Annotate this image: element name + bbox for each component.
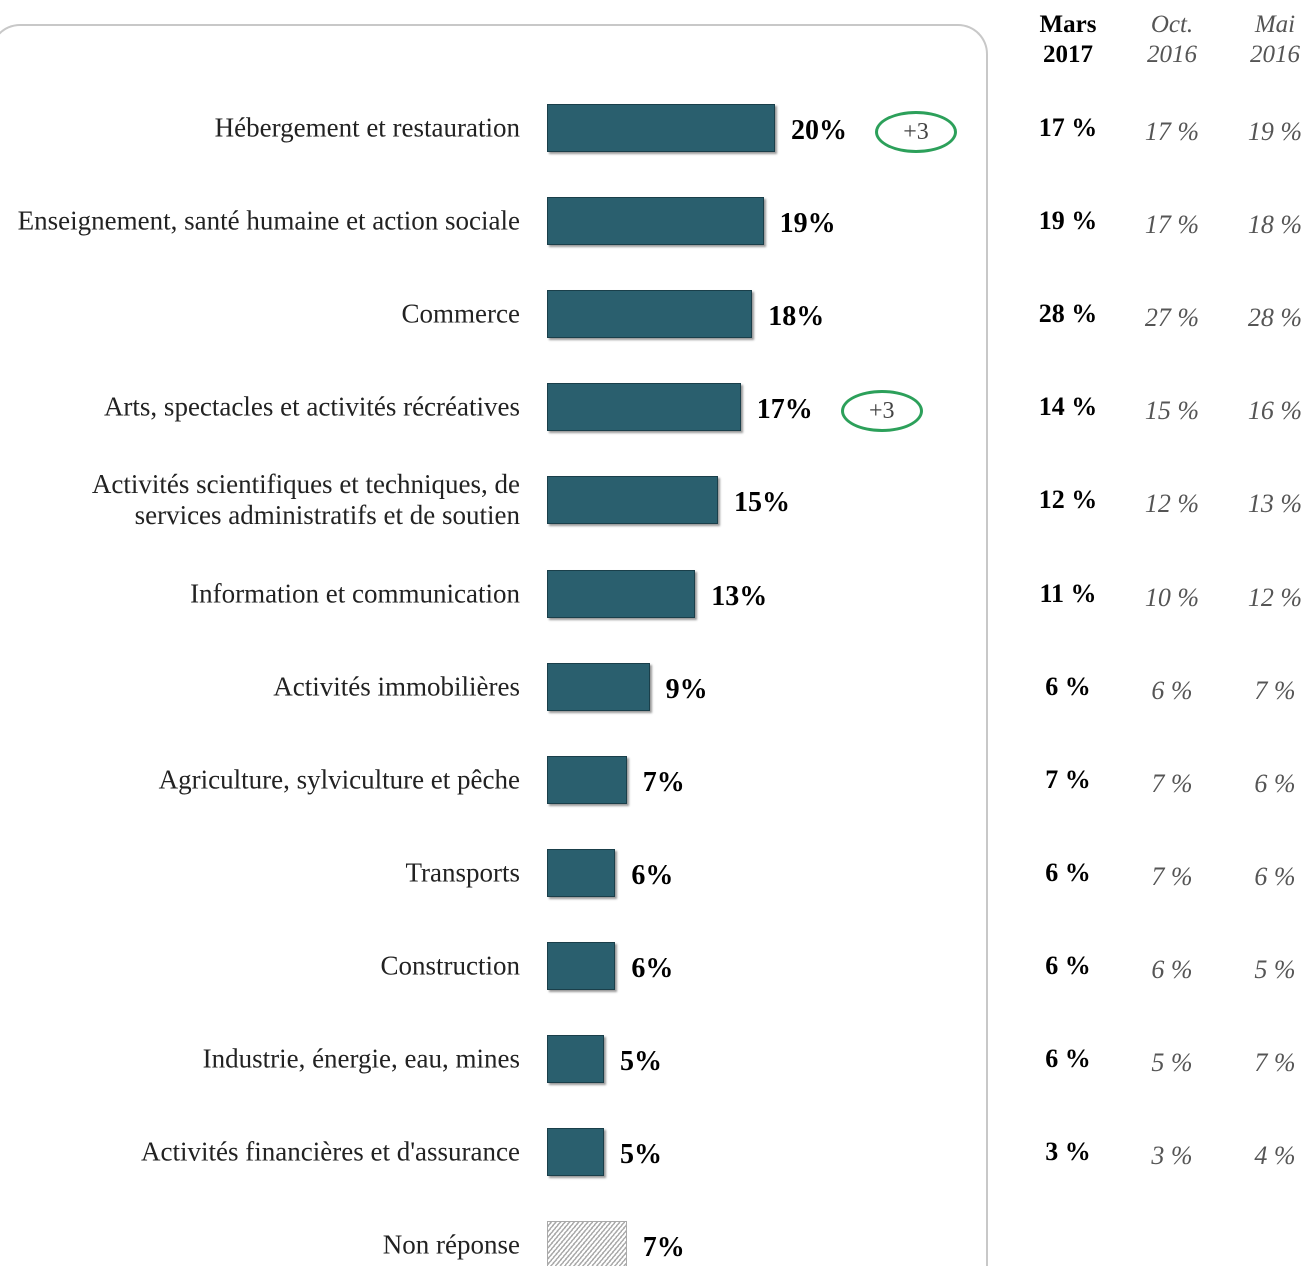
bar [547,1128,604,1177]
bar [547,662,650,711]
value-label: 7% [642,1232,685,1264]
bar [547,941,616,990]
panel-frame [0,24,988,1266]
value-label: 18% [768,301,825,333]
table-cell: 6 % [1045,671,1091,701]
table-cell: 19 % [1038,206,1098,236]
table-cell: 6 % [1151,675,1193,705]
table-cell: 3 % [1045,1137,1091,1167]
bar [547,197,764,246]
category-label: Arts, spectacles et activités récréative… [103,391,520,422]
bar [547,383,741,432]
value-label: 9% [665,673,708,705]
category-label: Commerce [401,298,520,329]
table-cell: 7 % [1045,764,1091,794]
table-cell: 4 % [1254,1141,1296,1171]
category-label: Transports [405,857,520,888]
bar [547,476,718,525]
table-cell: 7 % [1254,675,1296,705]
category-label: Activités financières et d'assurance [141,1136,520,1167]
table-cell: 6 % [1045,950,1091,980]
category-label: Hébergement et restauration [214,112,520,143]
value-label: 17% [756,394,813,426]
table-cell: 6 % [1045,1044,1091,1073]
table-cell: 13 % [1247,489,1303,519]
change-badge: +3 [840,390,923,433]
table-cell: 6 % [1254,768,1296,798]
table-cell: 11 % [1039,578,1097,608]
category-label: Information et communication [190,578,520,608]
value-label: 5% [620,1046,662,1077]
value-label: 15% [734,487,790,519]
table-cell: 28 % [1038,299,1098,329]
table-cell: 6 % [1254,861,1296,891]
value-label: 19% [779,208,836,240]
table-cell: 12 % [1038,485,1098,515]
table-cell: 7 % [1254,1048,1296,1077]
table-cell: 6 % [1151,954,1193,984]
category-label: Construction [380,950,521,981]
table-cell: 17 % [1038,113,1098,142]
bar [547,1221,627,1266]
column-header: Mai 2016 [1250,11,1300,68]
change-badge: +3 [875,111,957,153]
table-cell: 6 % [1045,857,1091,887]
table-cell: 12 % [1144,489,1200,519]
column-header: Mars 2017 [1039,11,1097,68]
category-label: Activités scientifiques et techniques, d… [91,469,520,531]
table-cell: 10 % [1144,582,1200,612]
bar [547,755,627,804]
table-cell: 18 % [1247,210,1303,240]
table-cell: 3 % [1151,1141,1193,1171]
value-label: 5% [620,1139,662,1171]
bar [547,290,753,339]
value-label: 13% [711,580,768,612]
table-cell: 15 % [1144,396,1200,426]
table-cell: 5 % [1254,954,1296,984]
table-cell: 5 % [1151,1048,1193,1077]
column-header: Oct. 2016 [1147,11,1197,68]
category-label: Activités immobilières [273,671,520,702]
bar [547,104,775,152]
table-cell: 19 % [1247,117,1303,146]
value-label: 20% [791,115,847,146]
bar [547,1035,604,1083]
table-cell: 28 % [1247,303,1303,333]
category-label: Industrie, énergie, eau, mines [202,1043,520,1074]
value-label: 6% [631,859,674,891]
value-label: 7% [642,766,685,798]
table-cell: 7 % [1151,768,1193,798]
bar [547,569,696,618]
category-label: Enseignement, santé humaine et action so… [17,205,520,236]
value-label: 6% [631,952,674,984]
table-cell: 17 % [1144,210,1200,240]
category-label: Non réponse [382,1229,520,1260]
category-label: Agriculture, sylviculture et pêche [158,764,520,795]
table-cell: 14 % [1038,392,1098,422]
table-cell: 12 % [1247,582,1303,612]
table-cell: 27 % [1144,303,1200,333]
table-cell: 16 % [1247,396,1303,426]
table-cell: 7 % [1151,861,1193,891]
table-cell: 17 % [1144,117,1200,146]
bar [547,848,616,897]
